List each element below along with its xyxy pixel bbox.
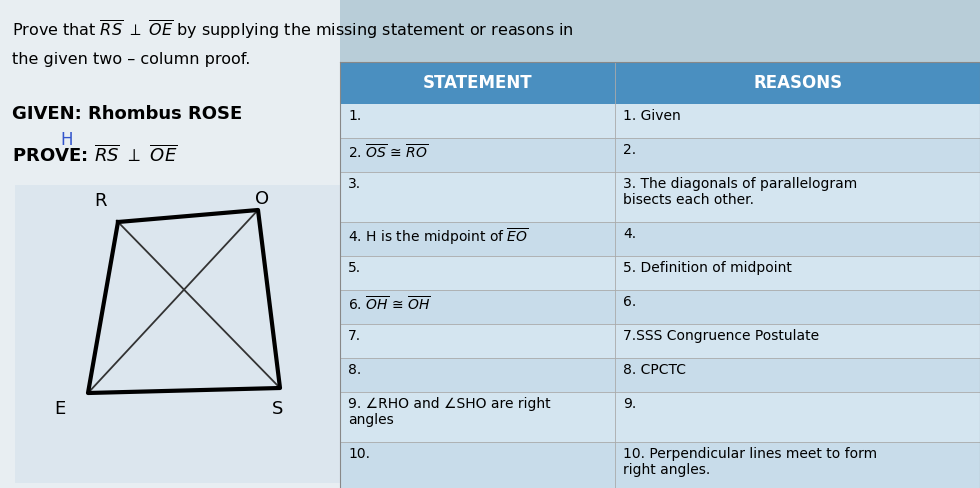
Text: 8. CPCTC: 8. CPCTC [623,363,686,377]
Text: 3.: 3. [348,177,361,191]
Bar [615,172,980,222]
Text: 5. Definition of midpoint: 5. Definition of midpoint [623,261,792,275]
Bar [340,222,615,256]
Text: E: E [54,400,66,418]
Bar [615,62,980,104]
Bar [615,392,980,442]
Text: 3. The diagonals of parallelogram
bisects each other.: 3. The diagonals of parallelogram bisect… [623,177,858,207]
Text: 2. $\overline{OS}$ ≅ $\overline{RO}$: 2. $\overline{OS}$ ≅ $\overline{RO}$ [348,143,428,162]
Bar [615,256,980,290]
Text: GIVEN: Rhombus ROSE: GIVEN: Rhombus ROSE [12,105,242,123]
Text: PROVE: $\overline{RS}$ $\perp$ $\overline{OE}$: PROVE: $\overline{RS}$ $\perp$ $\overlin… [12,145,177,166]
Text: 9.: 9. [623,397,636,411]
Bar [615,104,980,138]
Text: 8.: 8. [348,363,362,377]
Bar [615,138,980,172]
Text: Prove that $\overline{RS}$ $\perp$ $\overline{OE}$ by supplying the missing stat: Prove that $\overline{RS}$ $\perp$ $\ove… [12,18,574,41]
Bar [340,62,615,104]
Bar [615,358,980,392]
Bar [340,358,615,392]
Text: 9. ∠RHO and ∠SHO are right
angles: 9. ∠RHO and ∠SHO are right angles [348,397,551,427]
Text: 4. H is the midpoint of $\overline{EO}$: 4. H is the midpoint of $\overline{EO}$ [348,227,528,247]
Text: H: H [60,131,73,149]
Text: 5.: 5. [348,261,361,275]
Text: 6.: 6. [623,295,636,309]
Bar [615,324,980,358]
Text: REASONS: REASONS [753,74,842,92]
Bar [340,290,615,324]
Bar [615,290,980,324]
Bar [615,222,980,256]
Text: 7.SSS Congruence Postulate: 7.SSS Congruence Postulate [623,329,819,343]
Text: 1.: 1. [348,109,362,123]
Bar [340,442,615,488]
Bar [0,0,340,488]
Bar [340,172,615,222]
Bar [340,138,615,172]
Bar [340,104,615,138]
Bar [340,324,615,358]
Text: R: R [94,192,106,210]
Text: 6. $\overline{OH}$ ≅ $\overline{OH}$: 6. $\overline{OH}$ ≅ $\overline{OH}$ [348,295,431,313]
Text: O: O [255,190,270,208]
Text: 10. Perpendicular lines meet to form
right angles.: 10. Perpendicular lines meet to form rig… [623,447,877,477]
Text: S: S [272,400,283,418]
Bar [15,185,340,483]
Text: 1. Given: 1. Given [623,109,681,123]
Bar [615,442,980,488]
Bar [340,392,615,442]
Text: 10.: 10. [348,447,370,461]
Text: 7.: 7. [348,329,361,343]
Text: 2.: 2. [623,143,636,157]
Text: the given two – column proof.: the given two – column proof. [12,52,250,67]
Text: 4.: 4. [623,227,636,241]
Bar [340,256,615,290]
Text: STATEMENT: STATEMENT [422,74,532,92]
